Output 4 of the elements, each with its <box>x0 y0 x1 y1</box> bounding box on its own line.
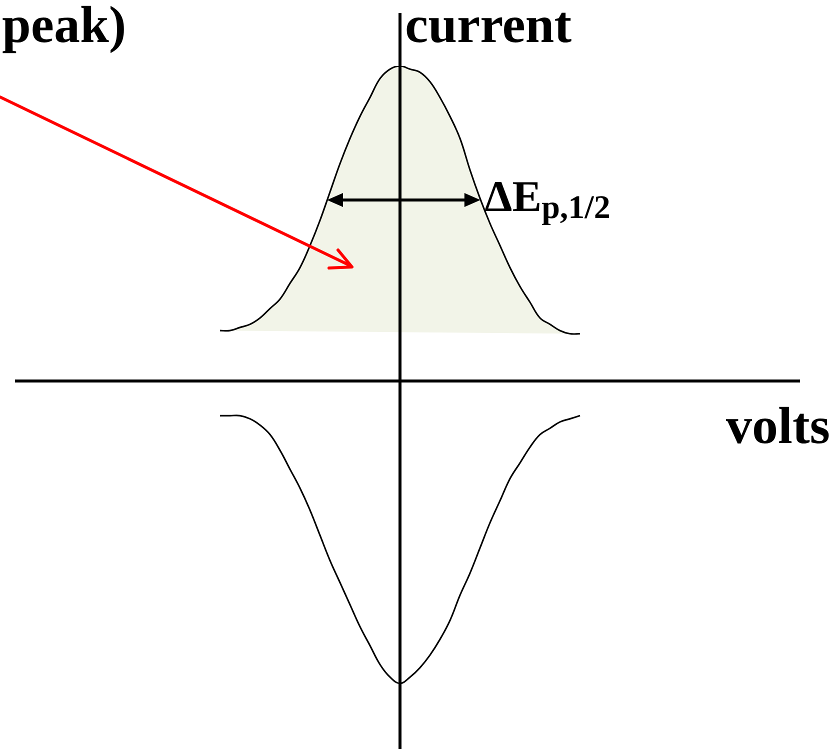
y-axis-title: current <box>405 0 572 54</box>
x-axis-title: volts <box>726 398 830 455</box>
text: peak) <box>2 0 126 54</box>
annotation: ΔE$_{p,1/2}$ <box>484 172 610 226</box>
